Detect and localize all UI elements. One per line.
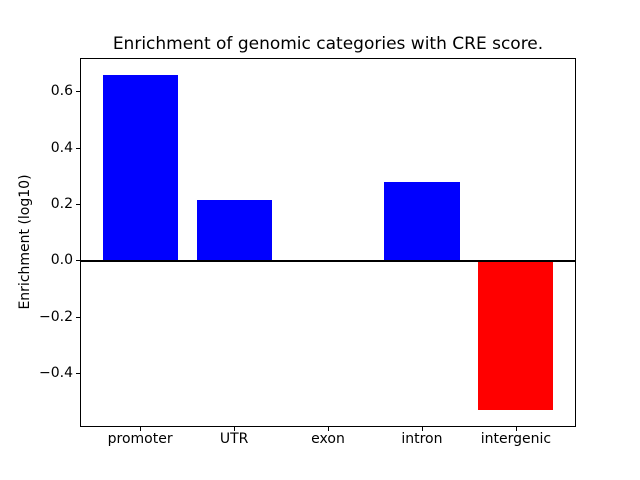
y-tick-mark — [76, 260, 80, 262]
x-tick-mark — [515, 427, 517, 431]
y-tick-label: −0.4 — [39, 365, 73, 381]
y-tick-mark — [76, 204, 80, 205]
x-tick-mark — [328, 427, 329, 431]
x-tick-label-promoter: promoter — [107, 431, 173, 447]
y-tick-mark — [76, 91, 80, 93]
x-tick-mark — [140, 427, 142, 431]
y-tick-label: 0.0 — [50, 252, 73, 269]
bar-intron — [384, 181, 460, 261]
bar-promoter — [102, 74, 178, 261]
bar-UTR — [196, 200, 272, 261]
x-tick-mark — [234, 427, 236, 431]
y-tick-mark — [76, 147, 80, 149]
y-tick-label: 0.6 — [50, 83, 73, 100]
x-tick-label-exon: exon — [311, 431, 345, 447]
y-tick-label: 0.4 — [50, 139, 73, 156]
zero-line — [80, 259, 576, 262]
y-tick-mark — [76, 316, 80, 318]
x-tick-label-intron: intron — [401, 431, 443, 447]
y-tick-mark — [76, 373, 80, 374]
x-tick-label-UTR: UTR — [219, 431, 249, 447]
x-tick-mark — [421, 427, 423, 431]
bar-intergenic — [478, 260, 554, 411]
y-tick-label: −0.2 — [39, 308, 73, 325]
y-axis-label-text: Enrichment (log10) — [17, 174, 33, 310]
chart-title: Enrichment of genomic categories with CR… — [112, 34, 544, 54]
x-tick-label-intergenic: intergenic — [480, 431, 552, 447]
y-tick-label: 0.2 — [50, 196, 73, 212]
